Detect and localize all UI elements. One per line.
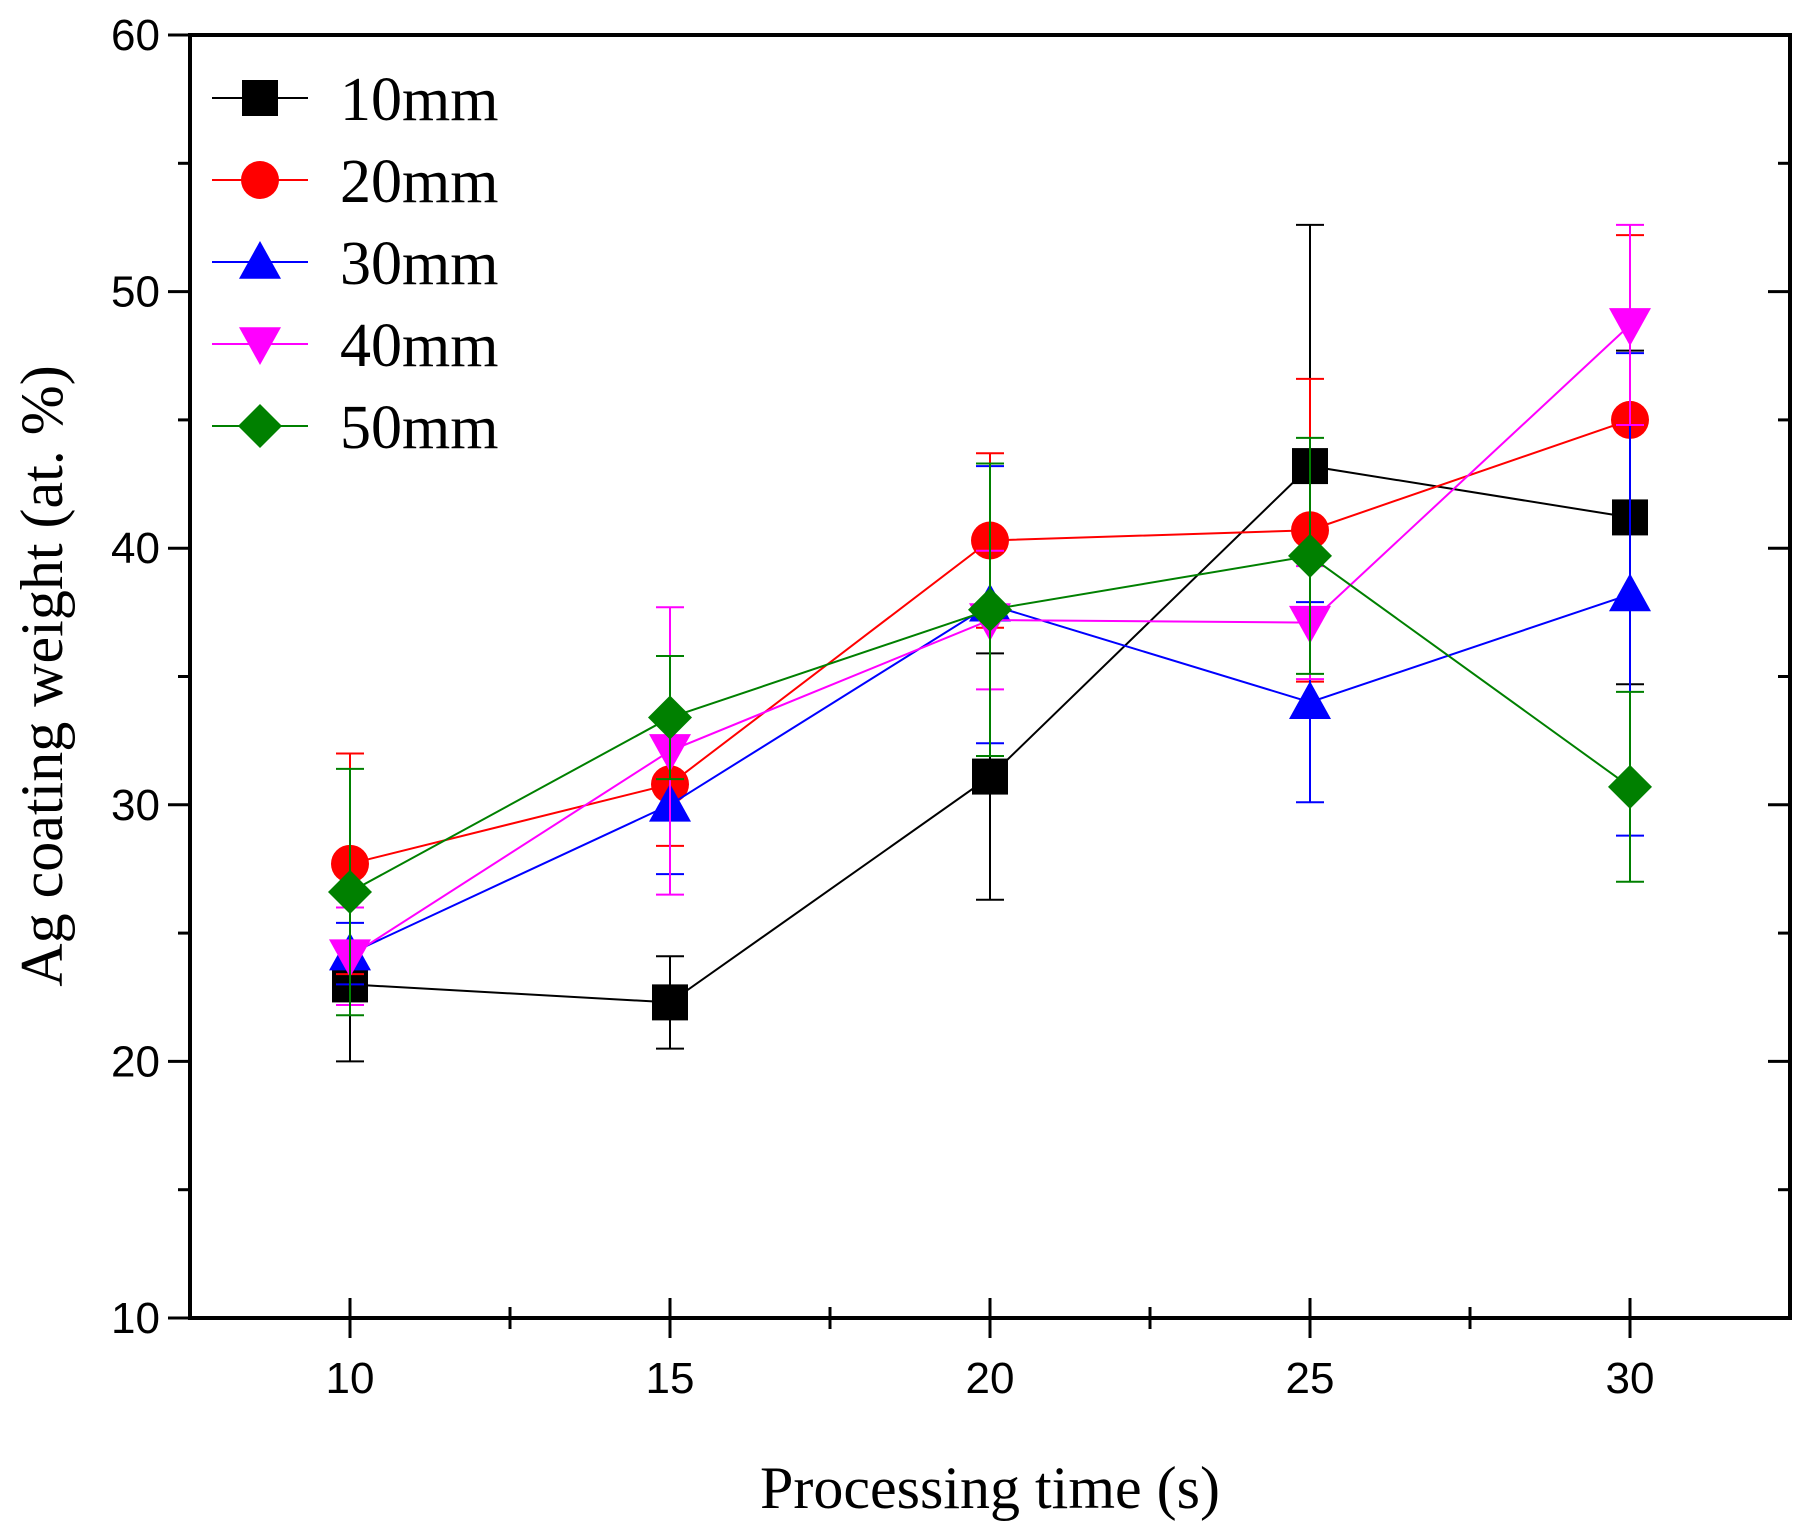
legend-label: 50mm	[340, 394, 498, 462]
x-tick-label: 25	[1286, 1354, 1335, 1403]
data-point	[648, 695, 692, 740]
data-point	[1608, 764, 1652, 809]
data-point	[652, 984, 688, 1021]
data-point	[972, 758, 1008, 795]
data-point	[328, 870, 372, 915]
data-point	[1289, 681, 1331, 719]
legend-label: 10mm	[340, 66, 498, 134]
legend-marker	[239, 241, 281, 279]
legend-item: 10mm	[212, 66, 498, 134]
legend-item: 20mm	[212, 148, 498, 216]
x-tick-label: 15	[646, 1354, 695, 1403]
legend-label: 20mm	[340, 148, 498, 216]
y-tick-label: 40	[111, 524, 160, 573]
legend-item: 30mm	[212, 230, 498, 298]
y-tick-label: 60	[111, 11, 160, 60]
legend-marker	[242, 80, 278, 116]
x-axis-title: Processing time (s)	[760, 1455, 1220, 1521]
legend-label: 30mm	[340, 230, 498, 298]
legend-marker	[239, 327, 281, 365]
legend-item: 40mm	[212, 312, 498, 380]
x-tick-label: 10	[326, 1354, 375, 1403]
x-tick-label: 30	[1606, 1354, 1655, 1403]
series-50mm	[328, 436, 1652, 1017]
plot-frame	[188, 33, 1792, 1320]
data-point	[968, 587, 1012, 632]
data-point	[1609, 308, 1651, 346]
x-tick-label: 20	[966, 1354, 1015, 1403]
data-point	[1288, 533, 1332, 578]
y-tick-label: 20	[111, 1037, 160, 1086]
y-tick-label: 50	[111, 268, 160, 317]
legend-marker	[238, 404, 282, 448]
legend-label: 40mm	[340, 312, 498, 380]
legend-item: 50mm	[212, 394, 498, 462]
legend-marker	[241, 161, 279, 199]
y-tick-label: 10	[111, 1294, 160, 1343]
y-axis-title: Ag coating weight (at. %)	[9, 365, 75, 986]
y-tick-label: 30	[111, 781, 160, 830]
data-point	[1609, 573, 1651, 612]
